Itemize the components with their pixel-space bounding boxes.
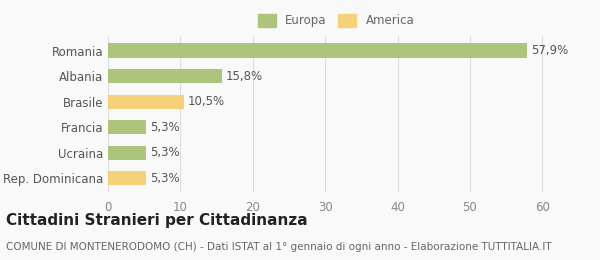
Text: COMUNE DI MONTENERODOMO (CH) - Dati ISTAT al 1° gennaio di ogni anno - Elaborazi: COMUNE DI MONTENERODOMO (CH) - Dati ISTA… xyxy=(6,242,551,252)
Text: 57,9%: 57,9% xyxy=(531,44,568,57)
Bar xyxy=(108,69,223,83)
Bar xyxy=(108,43,527,57)
Text: Cittadini Stranieri per Cittadinanza: Cittadini Stranieri per Cittadinanza xyxy=(6,213,308,228)
Legend: Europa, America: Europa, America xyxy=(258,14,414,27)
Text: 15,8%: 15,8% xyxy=(226,70,263,83)
Text: 5,3%: 5,3% xyxy=(150,146,179,159)
Bar xyxy=(108,146,146,160)
Bar xyxy=(108,95,184,109)
Bar xyxy=(108,120,146,134)
Bar xyxy=(108,171,146,185)
Text: 5,3%: 5,3% xyxy=(150,121,179,134)
Text: 10,5%: 10,5% xyxy=(188,95,225,108)
Text: 5,3%: 5,3% xyxy=(150,172,179,185)
